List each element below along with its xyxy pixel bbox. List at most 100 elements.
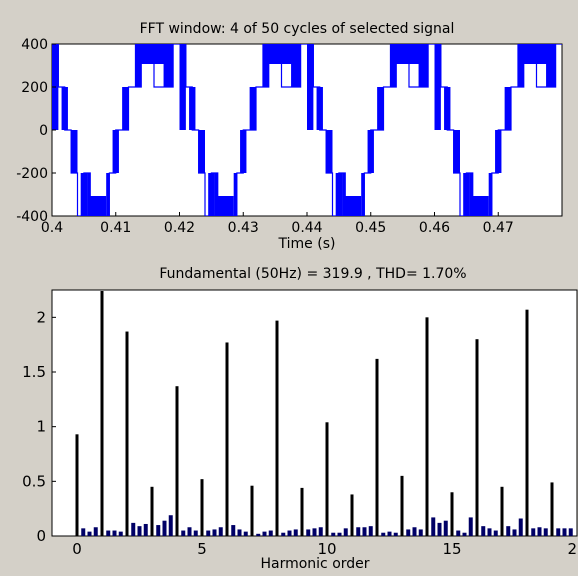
spectrum-y-tick-label: 2 (36, 308, 46, 326)
waveform-switching-block (472, 196, 489, 216)
harmonic-bar (93, 527, 98, 536)
harmonic-bar (500, 486, 504, 536)
harmonic-bar (375, 358, 379, 536)
waveform-switching-block (546, 44, 556, 87)
harmonic-bar (356, 527, 361, 536)
harmonic-bar (137, 526, 142, 536)
waveform-switching-block (418, 44, 429, 87)
waveform-switching-block (179, 44, 186, 130)
waveform-x-label: Time (s) (278, 236, 336, 252)
waveform-x-tick-label: 0.4 (41, 220, 63, 236)
spectrum-x-tick-label: 0 (72, 540, 82, 558)
harmonic-bar (400, 475, 404, 536)
waveform-switching-block (377, 87, 384, 130)
harmonic-bar (325, 422, 329, 536)
harmonic-bar (118, 531, 123, 536)
harmonic-bar (250, 485, 254, 536)
harmonic-bar (193, 530, 198, 536)
spectrum-x-label: Harmonic order (260, 556, 369, 572)
harmonic-bar (493, 530, 498, 536)
harmonic-bar (262, 531, 267, 536)
harmonic-bar (187, 527, 192, 536)
harmonic-bar (237, 529, 242, 536)
harmonic-bar (550, 482, 554, 536)
harmonic-bar (443, 520, 448, 536)
harmonic-bar (231, 525, 236, 536)
spectrum-y-tick-label: 1 (36, 418, 46, 436)
waveform-switching-block (345, 196, 362, 216)
waveform-switching-block (316, 87, 323, 130)
waveform-switching-block (335, 173, 343, 216)
harmonic-bar (331, 532, 336, 536)
harmonic-bar (300, 487, 304, 536)
harmonic-bar (75, 434, 79, 536)
waveform-switching-block (463, 173, 470, 216)
harmonic-bar (243, 531, 248, 536)
harmonic-bar (268, 530, 273, 536)
spectrum-bars (75, 291, 573, 536)
harmonic-bar (218, 527, 223, 536)
harmonic-bar (306, 529, 311, 536)
waveform-switching-block (262, 44, 269, 87)
waveform-switching-block (444, 87, 451, 130)
waveform-x-tick-label: 0.47 (483, 220, 514, 236)
harmonic-bar (531, 528, 536, 536)
waveform-switching-block (189, 87, 196, 130)
harmonic-bar (100, 291, 104, 536)
harmonic-bar (200, 479, 204, 536)
harmonic-bar (168, 515, 173, 536)
harmonic-bar (212, 529, 217, 536)
harmonic-bar (537, 527, 542, 536)
waveform-y-tick-label: 400 (21, 37, 48, 53)
spectrum-x-tick-label: 5 (197, 540, 207, 558)
waveform-signal-area (52, 44, 562, 216)
harmonic-bar (450, 492, 454, 536)
harmonic-bar (143, 523, 148, 536)
waveform-switching-block (517, 44, 524, 87)
harmonic-bar (468, 517, 473, 536)
harmonic-bar (256, 533, 261, 536)
harmonic-bar (87, 531, 92, 536)
harmonic-bar (156, 525, 161, 536)
waveform-switching-block (198, 130, 205, 173)
harmonic-bar (487, 528, 492, 536)
harmonic-bar (112, 530, 117, 536)
harmonic-bar (106, 530, 111, 536)
harmonic-bar (412, 527, 417, 536)
harmonic-bar (568, 528, 573, 536)
waveform-switching-block (307, 44, 314, 130)
waveform-switching-block (361, 173, 365, 216)
harmonic-bar (131, 522, 136, 536)
waveform-switching-block (342, 173, 346, 216)
waveform-switching-block (122, 87, 129, 130)
harmonic-bar (437, 522, 442, 536)
waveform-chart: FFT window: 4 of 50 cycles of selected s… (16, 21, 563, 252)
harmonic-bar (293, 529, 298, 536)
waveform-switching-block (208, 173, 215, 216)
harmonic-spectrum-chart: Fundamental (50Hz) = 319.9 , THD= 1.70% … (22, 266, 578, 572)
waveform-y-tick-label: 200 (21, 80, 48, 96)
spectrum-x-ticks: 0 5 10 15 20 (72, 532, 578, 558)
waveform-switching-block (61, 87, 68, 130)
harmonic-bar (431, 517, 436, 536)
spectrum-y-tick-label: 0 (36, 527, 46, 545)
waveform-switching-block (469, 173, 473, 216)
harmonic-bar (150, 486, 154, 536)
harmonic-bar (343, 528, 348, 536)
waveform-x-tick-label: 0.42 (164, 220, 195, 236)
waveform-switching-block (249, 87, 256, 130)
harmonic-bar (362, 527, 367, 536)
waveform-switching-block (291, 44, 301, 87)
waveform-switching-block (112, 130, 119, 173)
waveform-x-tick-label: 0.43 (228, 220, 259, 236)
waveform-switching-block (134, 44, 142, 87)
harmonic-bar (456, 530, 461, 536)
spectrum-y-ticks: 0 0.5 1 1.5 2 (22, 308, 56, 545)
harmonic-bar (475, 339, 479, 536)
harmonic-bar (406, 529, 411, 536)
harmonic-bar (350, 494, 354, 536)
harmonic-bar (318, 527, 323, 536)
waveform-switching-block (389, 44, 397, 87)
harmonic-bar (337, 532, 342, 536)
